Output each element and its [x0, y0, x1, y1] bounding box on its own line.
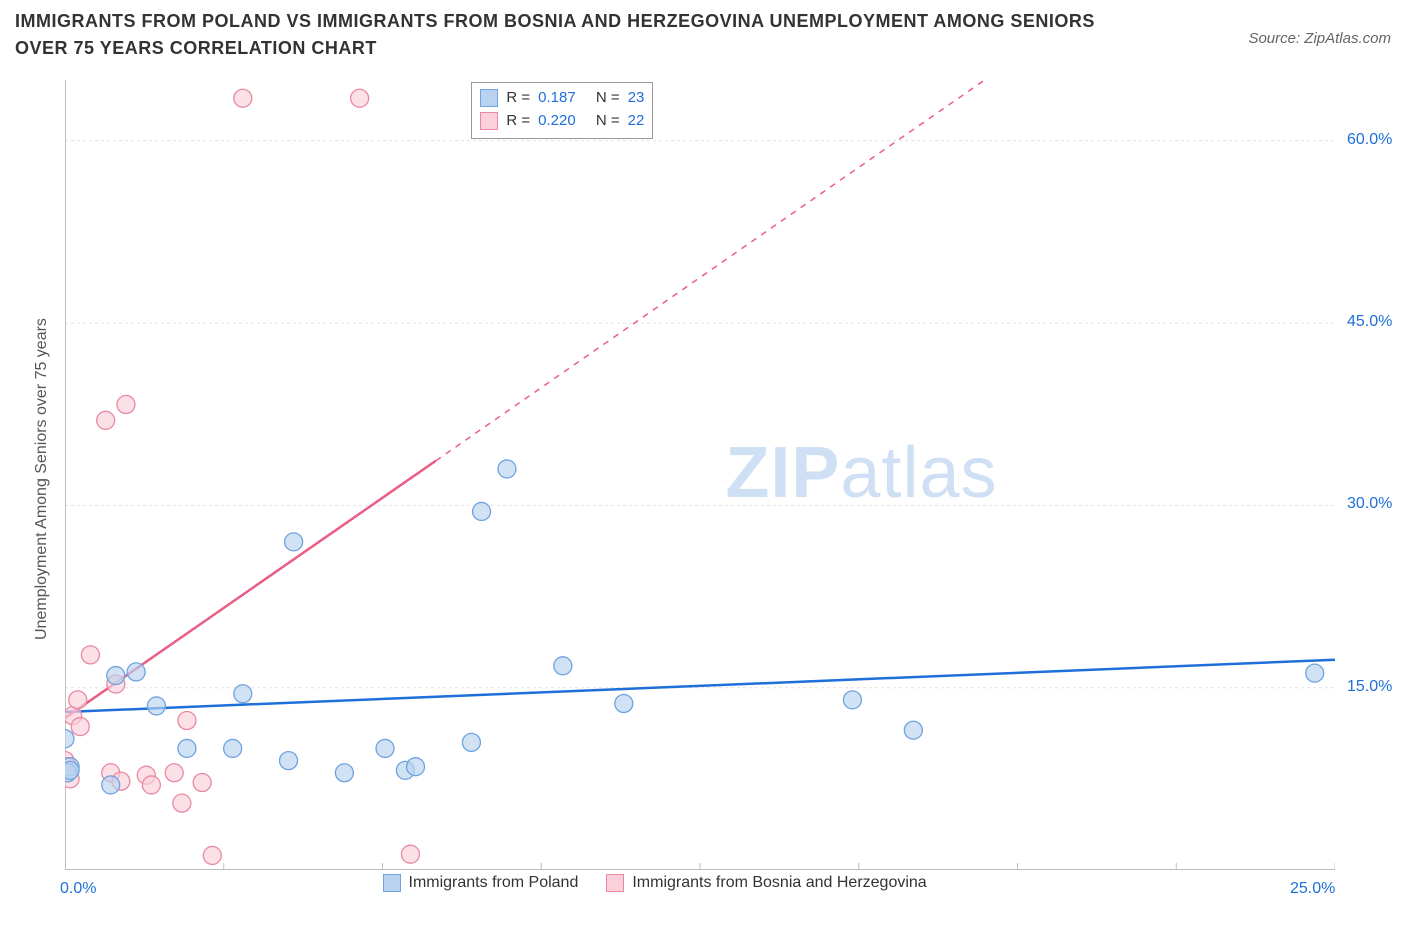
stats-box: R = 0.187 N = 23 R = 0.220 N = 22 — [471, 82, 653, 139]
x-axis-min-label: 0.0% — [60, 880, 96, 898]
y-axis-label: Unemployment Among Seniors over 75 years — [33, 318, 51, 640]
stats-row-poland: R = 0.187 N = 23 — [480, 87, 644, 110]
y-tick-label: 60.0% — [1347, 131, 1392, 149]
x-axis-max-label: 25.0% — [1290, 880, 1335, 898]
stats-row-bosnia: R = 0.220 N = 22 — [480, 110, 644, 133]
legend-item-bosnia: Immigrants from Bosnia and Herzegovina — [606, 874, 926, 892]
scatter-plot — [65, 80, 1335, 870]
swatch-bosnia-icon — [480, 112, 498, 130]
chart-title: IMMIGRANTS FROM POLAND VS IMMIGRANTS FRO… — [15, 8, 1115, 62]
swatch-poland-icon — [383, 874, 401, 892]
x-axis-legend: Immigrants from Poland Immigrants from B… — [383, 874, 927, 892]
source-label: Source: ZipAtlas.com — [1248, 30, 1391, 47]
y-tick-label: 45.0% — [1347, 313, 1392, 331]
y-tick-label: 30.0% — [1347, 495, 1392, 513]
swatch-bosnia-icon — [606, 874, 624, 892]
y-tick-label: 15.0% — [1347, 678, 1392, 696]
legend-item-poland: Immigrants from Poland — [383, 874, 579, 892]
swatch-poland-icon — [480, 89, 498, 107]
